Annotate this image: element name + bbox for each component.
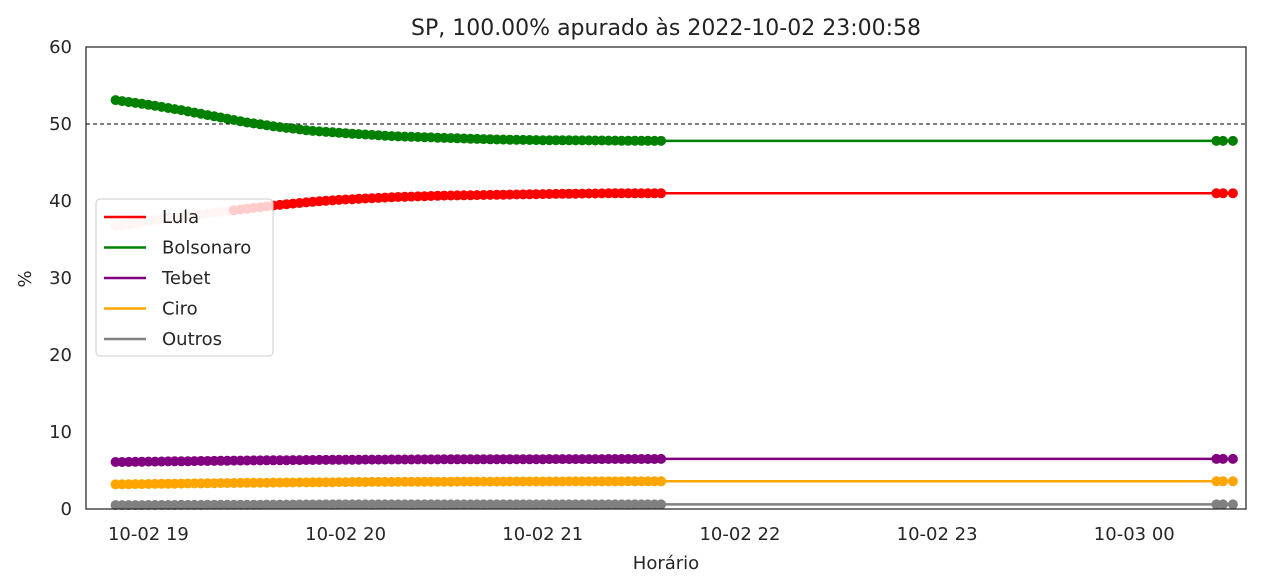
data-point-lula-83 [656, 188, 667, 199]
y-tick-label-20: 20 [49, 345, 72, 366]
x-tick-label-0: 10-02 19 [108, 524, 189, 545]
data-point-outros-85 [1218, 499, 1228, 510]
data-point-tebet-85 [1218, 453, 1228, 464]
data-point-ciro-85 [1218, 476, 1228, 487]
series-ciro [110, 476, 1238, 490]
legend-box [95, 198, 274, 357]
legend-label-lula: Lula [162, 207, 199, 228]
y-tick-label-50: 50 [49, 114, 72, 135]
series-line-bolsonaro [115, 98, 1233, 143]
data-point-ciro-83 [656, 476, 667, 487]
y-tick-label-0: 0 [61, 499, 72, 520]
y-tick-label-40: 40 [49, 191, 72, 212]
y-axis-label: % [15, 270, 36, 287]
y-tick-label-10: 10 [49, 422, 72, 443]
legend: Lula Bolsonaro Tebet Ciro Outros [95, 198, 274, 357]
legend-label-ciro: Ciro [162, 299, 198, 320]
data-point-tebet-83 [656, 453, 667, 464]
x-tick-label-5: 10-03 00 [1094, 524, 1175, 545]
x-tick-label-4: 10-02 23 [897, 524, 978, 545]
data-point-lula-86 [1227, 188, 1238, 199]
y-tick-label-60: 60 [49, 37, 72, 58]
legend-label-tebet: Tebet [161, 268, 211, 289]
legend-label-outros: Outros [162, 329, 222, 350]
data-point-outros-86 [1227, 499, 1238, 510]
data-point-tebet-86 [1227, 453, 1238, 464]
data-point-ciro-86 [1227, 476, 1238, 487]
x-tick-label-3: 10-02 22 [699, 524, 780, 545]
data-point-bolsonaro-83 [656, 135, 667, 146]
series-line-lula [115, 192, 1233, 228]
plot-frame [85, 46, 1247, 510]
series-tebet [110, 453, 1238, 467]
series-outros [110, 499, 1238, 511]
series-lula [110, 188, 1238, 232]
data-point-outros-83 [656, 499, 667, 510]
chart-title: SP, 100.00% apurado às 2022-10-02 23:00:… [411, 16, 921, 41]
y-tick-label-30: 30 [49, 268, 72, 289]
legend-label-bolsonaro: Bolsonaro [162, 238, 251, 259]
data-point-bolsonaro-86 [1227, 135, 1238, 146]
data-point-lula-85 [1218, 188, 1228, 199]
x-axis-label: Horário [633, 553, 699, 574]
data-point-bolsonaro-85 [1218, 135, 1228, 146]
x-tick-label-2: 10-02 21 [502, 524, 583, 545]
x-tick-label-1: 10-02 20 [305, 524, 386, 545]
series-bolsonaro [110, 95, 1238, 146]
